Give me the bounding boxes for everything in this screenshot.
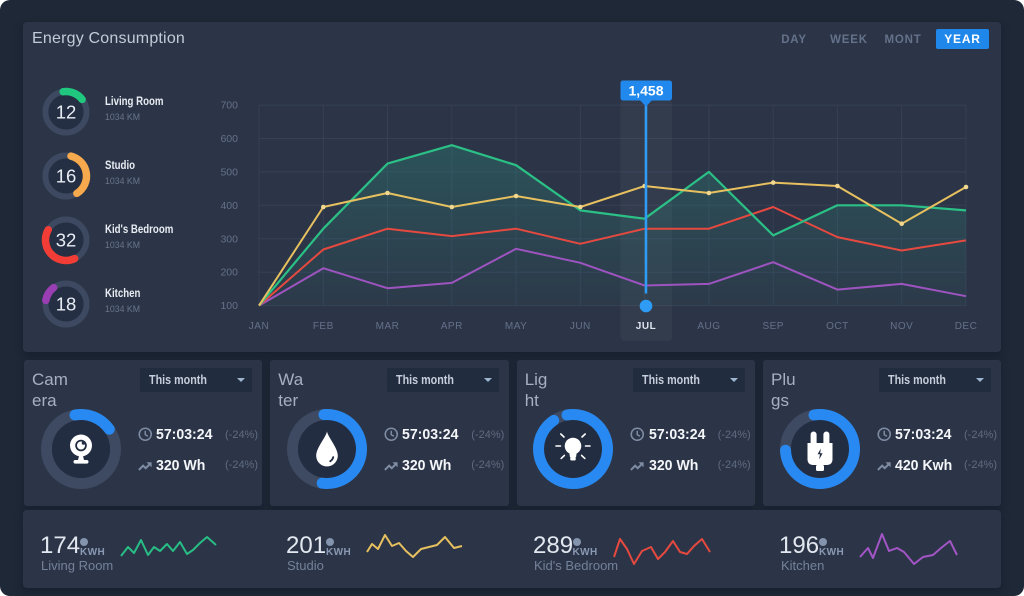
svg-text:OCT: OCT [826,321,849,332]
svg-text:600: 600 [220,133,238,145]
svg-text:JUL: JUL [636,321,656,332]
svg-text:JAN: JAN [249,321,269,332]
svg-text:AUG: AUG [697,321,720,332]
svg-text:200: 200 [220,267,238,279]
svg-text:400: 400 [220,200,238,212]
svg-text:DEC: DEC [955,321,978,332]
svg-text:700: 700 [220,100,238,112]
svg-text:APR: APR [441,321,463,332]
svg-text:100: 100 [220,300,238,312]
svg-text:12: 12 [56,101,77,122]
svg-text:MAY: MAY [505,321,527,332]
svg-text:300: 300 [220,233,238,245]
svg-text:FEB: FEB [313,321,334,332]
svg-text:32: 32 [56,229,77,250]
svg-text:1,458: 1,458 [628,83,663,99]
svg-text:500: 500 [220,166,238,178]
svg-text:SEP: SEP [762,321,784,332]
svg-text:NOV: NOV [890,321,913,332]
svg-text:MAR: MAR [376,321,400,332]
svg-text:16: 16 [56,165,77,186]
svg-text:18: 18 [56,293,77,314]
svg-text:JUN: JUN [570,321,591,332]
